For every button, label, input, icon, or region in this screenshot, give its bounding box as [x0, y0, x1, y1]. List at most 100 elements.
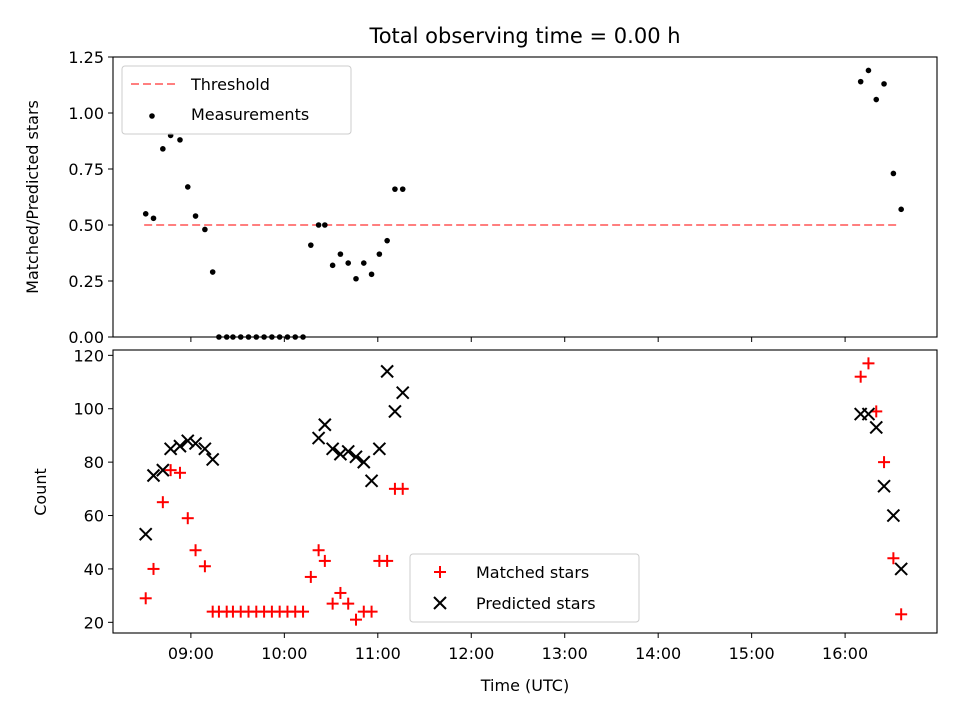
predicted-star-point	[311, 431, 326, 445]
threshold-legend-label: Threshold	[190, 75, 270, 94]
bottom-y-axis-label: Count	[31, 468, 50, 516]
measurement-point	[345, 260, 352, 266]
predicted-star-point	[886, 508, 901, 523]
measurement-point	[384, 237, 390, 244]
matched-star-point	[297, 605, 310, 618]
predicted-star-point	[861, 407, 876, 421]
matched-star-point	[156, 496, 169, 509]
measurement-point	[315, 222, 322, 228]
top-y-tick-label: 1.25	[68, 48, 104, 67]
predicted-star-point	[877, 479, 891, 493]
top-y-tick-label: 0.00	[68, 328, 104, 347]
matched-star-point	[312, 544, 325, 557]
predicted-legend-label: Predicted stars	[476, 594, 596, 613]
matched-star-point	[189, 544, 202, 557]
measurement-point	[142, 211, 149, 217]
x-tick-label: 14:00	[635, 644, 681, 663]
matched-star-point	[334, 586, 347, 599]
matched-legend-label: Matched stars	[476, 563, 589, 582]
predicted-star-point	[188, 436, 203, 451]
measurement-point	[857, 78, 864, 85]
top-y-tick-label: 1.00	[68, 104, 104, 123]
measurement-point	[150, 215, 157, 222]
bottom-legend-box	[409, 553, 640, 623]
x-tick-label: 15:00	[729, 644, 775, 663]
predicted-legend-swatch	[433, 596, 447, 610]
matched-star-point	[198, 560, 211, 573]
predicted-star-point	[364, 474, 379, 488]
matched-star-point	[326, 597, 339, 610]
bottom-marks	[139, 357, 908, 626]
bottom-y-tick-label: 20	[84, 613, 104, 632]
predicted-star-point	[173, 439, 187, 453]
ratio-panel: Matched/Predicted stars 0.00 0.25 0.50 0.75…	[23, 48, 938, 347]
predicted-star-point	[181, 434, 195, 448]
matched-star-point	[147, 562, 160, 575]
matched-star-point	[862, 357, 875, 370]
predicted-star-point	[357, 455, 371, 469]
matched-star-point	[349, 613, 362, 626]
matched-star-point	[342, 597, 355, 610]
measurement-point	[209, 269, 216, 275]
predicted-star-point	[380, 364, 394, 379]
x-axis-label: Time (UTC)	[480, 676, 569, 695]
matched-star-point	[381, 554, 394, 567]
bottom-plot-frame	[112, 349, 938, 634]
measurement-point	[898, 206, 904, 213]
top-plot-frame	[112, 56, 938, 338]
measurement-point	[399, 186, 406, 192]
measurement-point	[202, 226, 208, 233]
bottom-y-tick-label: 120	[73, 346, 104, 365]
matched-star-point	[895, 608, 908, 621]
count-panel: Count 20 40 60 80 100 120 09:00 10:00 11:00 12:00…	[31, 346, 938, 695]
x-tick-label: 16:00	[822, 644, 868, 663]
matched-star-point	[887, 552, 900, 565]
measurement-point	[376, 251, 383, 257]
matched-star-point	[304, 570, 317, 583]
chart-title: Total observing time = 0.00 h	[368, 24, 680, 48]
predicted-star-point	[146, 468, 161, 483]
predicted-star-point	[156, 463, 170, 477]
predicted-star-point	[396, 386, 410, 400]
x-tick-label: 10:00	[261, 644, 307, 663]
measurement-point	[865, 67, 872, 74]
bottom-y-tick-label: 40	[84, 560, 104, 579]
predicted-star-point	[333, 447, 348, 461]
matched-star-point	[164, 464, 177, 477]
measurement-point	[890, 170, 897, 177]
x-tick-label: 11:00	[355, 644, 401, 663]
predicted-star-point	[139, 527, 153, 541]
top-y-tick-label: 0.50	[68, 216, 104, 235]
predicted-star-point	[318, 418, 332, 432]
measurement-point	[368, 271, 375, 278]
matched-star-point	[878, 456, 891, 469]
top-y-axis-label: Matched/Predicted stars	[23, 100, 42, 294]
matched-star-point	[181, 512, 194, 525]
matched-star-point	[139, 592, 152, 605]
matched-star-point	[365, 605, 378, 618]
matched-star-point	[318, 554, 331, 567]
predicted-star-point	[205, 452, 220, 467]
measurement-point	[322, 222, 328, 228]
measurements-legend-label: Measurements	[191, 105, 309, 124]
top-y-tick-label: 0.75	[68, 160, 104, 179]
x-tick-label: 12:00	[448, 644, 494, 663]
x-tick-label: 13:00	[542, 644, 588, 663]
measurement-point	[353, 275, 359, 282]
predicted-star-point	[198, 442, 212, 456]
x-tick-label: 09:00	[168, 644, 214, 663]
measurement-point	[360, 260, 367, 266]
measurement-point	[873, 96, 880, 103]
predicted-star-point	[341, 444, 355, 459]
top-ticks: 0.00 0.25 0.50 0.75 1.00 1.25	[68, 48, 846, 347]
top-y-tick-label: 0.25	[68, 272, 104, 291]
predicted-star-point	[163, 442, 178, 456]
top-legend-box	[121, 65, 352, 135]
measurement-point	[308, 242, 314, 248]
measurement-point	[392, 186, 398, 192]
bottom-ticks: 20 40 60 80 100 120 09:00 10:00 11:00 12:00 13:00 1…	[73, 346, 868, 663]
matched-star-point	[396, 482, 409, 495]
measurement-point	[192, 213, 199, 219]
predicted-star-point	[349, 450, 363, 464]
